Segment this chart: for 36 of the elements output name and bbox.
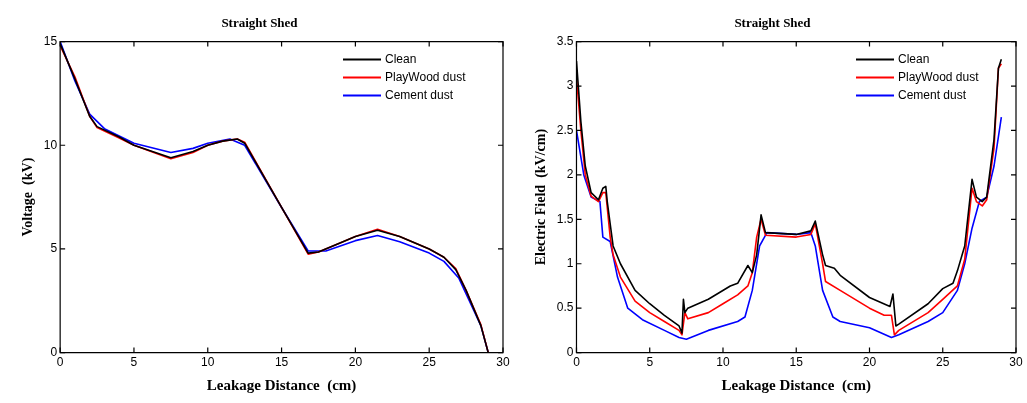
- y-tick-label: 1: [566, 256, 574, 271]
- y-tick-label: 5: [50, 241, 58, 256]
- x-tick-label: 15: [789, 355, 804, 370]
- x-tick-label: 20: [862, 355, 877, 370]
- x-tick-label: 10: [716, 355, 730, 370]
- legend-label: Cement dust: [898, 87, 967, 102]
- y-tick-label: 0: [50, 344, 58, 359]
- y-axis-title: Electric Field (kV/cm): [533, 128, 550, 266]
- y-tick-label: 3: [566, 78, 574, 93]
- x-tick-label: 30: [1009, 355, 1023, 370]
- chart-title: Straight Shed: [221, 15, 299, 31]
- y-tick-label: 1.5: [556, 211, 574, 226]
- legend-label: Clean: [385, 51, 417, 66]
- x-tick-label: 5: [130, 355, 138, 370]
- x-tick-label: 25: [936, 355, 950, 370]
- legend-label: Cement dust: [385, 87, 454, 102]
- y-tick-label: 15: [43, 33, 58, 48]
- legend-label: Clean: [898, 51, 930, 66]
- x-tick-label: 25: [422, 355, 437, 370]
- y-tick-label: 2.5: [556, 122, 574, 137]
- y-tick-label: 10: [43, 137, 58, 152]
- legend-label: PlayWood dust: [898, 69, 980, 84]
- y-tick-label: 0: [566, 344, 574, 359]
- chart-title: Straight Shed: [734, 15, 812, 31]
- x-tick-label: 20: [348, 355, 363, 370]
- y-axis-title: Voltage (kV): [20, 157, 37, 237]
- x-tick-label: 10: [201, 355, 215, 370]
- x-tick-label: 5: [646, 355, 654, 370]
- x-tick-label: 30: [496, 355, 510, 370]
- y-tick-label: 3.5: [556, 33, 574, 48]
- x-axis-title: Leakage Distance (cm): [721, 376, 872, 394]
- y-tick-label: 0.5: [556, 300, 574, 315]
- legend-label: PlayWood dust: [385, 69, 467, 84]
- x-axis-title: Leakage Distance (cm): [206, 376, 357, 394]
- y-tick-label: 2: [566, 167, 574, 182]
- x-tick-label: 15: [274, 355, 289, 370]
